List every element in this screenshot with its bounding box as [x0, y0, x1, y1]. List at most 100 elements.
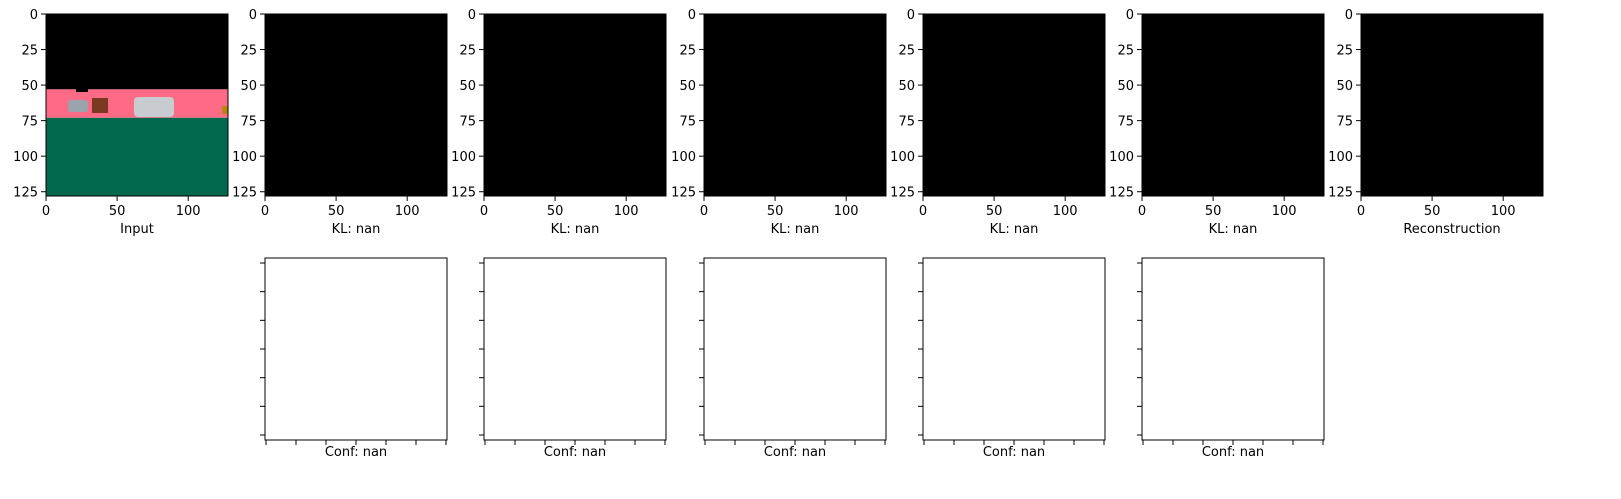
- x-tick-label: 0: [1357, 204, 1365, 219]
- y-tick-label: 0: [688, 8, 696, 23]
- image-blank: [1142, 14, 1324, 196]
- x-tick-label: 0: [42, 204, 50, 219]
- x-tick-label: 100: [614, 204, 639, 219]
- y-tick-label: 125: [890, 186, 915, 201]
- panel-reconstruction: 0 50 100 0 25 50 75 100 125 Reconstruction: [1328, 8, 1544, 237]
- y-tick-label: 75: [240, 115, 257, 130]
- x-tick-label: 50: [328, 204, 345, 219]
- x-tick-label: 50: [767, 204, 784, 219]
- y-tick-label: 50: [459, 79, 476, 94]
- y-tick-label: 125: [671, 186, 696, 201]
- y-tick-label: 25: [1336, 44, 1353, 59]
- y-tick-label: 75: [679, 115, 696, 130]
- panel-xlabel: KL: nan: [332, 222, 381, 237]
- image-region-sky: [46, 14, 228, 90]
- y-tick-label: 100: [890, 150, 915, 165]
- x-tick-label: 50: [547, 204, 564, 219]
- y-tick-label: 125: [1109, 186, 1134, 201]
- image-blank: [484, 14, 666, 196]
- y-tick-label: 50: [21, 79, 38, 94]
- y-tick-label: 0: [1345, 8, 1353, 23]
- axes-frame: [45, 13, 229, 197]
- y-tick-label: 75: [21, 115, 38, 130]
- y-tick-label: 100: [671, 150, 696, 165]
- x-tick-label: 100: [395, 204, 420, 219]
- y-tick-label: 125: [232, 186, 257, 201]
- y-tick-label: 75: [1117, 115, 1134, 130]
- panel-xlabel: Reconstruction: [1403, 222, 1500, 237]
- panel-conf-2: Conf: nan: [479, 257, 667, 460]
- axes-frame: [922, 13, 1106, 197]
- y-tick-label: 50: [240, 79, 257, 94]
- road-notch: [76, 88, 88, 92]
- y-tick-label: 125: [451, 186, 476, 201]
- x-tick-label: 0: [480, 204, 488, 219]
- panel-xlabel: Conf: nan: [1202, 445, 1264, 460]
- y-tick-label: 100: [451, 150, 476, 165]
- image-blank: [1361, 14, 1543, 196]
- x-tick-label: 0: [1138, 204, 1146, 219]
- y-tick-label: 0: [30, 8, 38, 23]
- panel-conf-4: Conf: nan: [918, 257, 1106, 460]
- x-tick-label: 0: [700, 204, 708, 219]
- panel-slot-2: 0 50 100 0 25 50 75 100 125 KL: nan: [451, 8, 667, 237]
- panel-conf-3: Conf: nan: [699, 257, 887, 460]
- panel-xlabel: Conf: nan: [544, 445, 606, 460]
- axes-frame: [1141, 13, 1325, 197]
- axes-frame: [1360, 13, 1544, 197]
- axes-frame: [1141, 257, 1325, 441]
- x-tick-label: 50: [109, 204, 126, 219]
- y-tick-label: 50: [679, 79, 696, 94]
- axes-frame: [264, 257, 448, 441]
- object-edge: [222, 106, 228, 114]
- y-tick-label: 25: [240, 44, 257, 59]
- panel-slot-1: 0 50 100 0 25 50 75 100 125 KL: nan: [232, 8, 448, 237]
- y-tick-label: 125: [1328, 186, 1353, 201]
- panel-slot-5: 0 50 100 0 25 50 75 100 125 KL: nan: [1109, 8, 1325, 237]
- x-tick-label: 100: [834, 204, 859, 219]
- image-blank: [923, 14, 1105, 196]
- x-tick-label: 0: [261, 204, 269, 219]
- panel-xlabel: KL: nan: [551, 222, 600, 237]
- y-tick-label: 0: [468, 8, 476, 23]
- y-tick-label: 50: [1336, 79, 1353, 94]
- panel-slot-3: 0 50 100 0 25 50 75 100 125 KL: nan: [671, 8, 887, 237]
- y-tick-label: 0: [249, 8, 257, 23]
- panel-conf-1: Conf: nan: [260, 257, 448, 460]
- y-tick-label: 25: [21, 44, 38, 59]
- panel-xlabel: Conf: nan: [764, 445, 826, 460]
- y-tick-label: 125: [13, 186, 38, 201]
- x-tick-label: 100: [1272, 204, 1297, 219]
- x-tick-label: 50: [986, 204, 1003, 219]
- object-box: [92, 98, 108, 113]
- panel-xlabel: KL: nan: [990, 222, 1039, 237]
- x-tick-label: 100: [1053, 204, 1078, 219]
- y-tick-label: 100: [232, 150, 257, 165]
- panel-xlabel: Conf: nan: [325, 445, 387, 460]
- panel-xlabel: KL: nan: [771, 222, 820, 237]
- axes-frame: [703, 257, 887, 441]
- y-tick-label: 0: [1126, 8, 1134, 23]
- object-car-large: [134, 97, 174, 117]
- x-tick-label: 0: [919, 204, 927, 219]
- x-tick-label: 100: [1491, 204, 1516, 219]
- panel-slot-4: 0 50 100 0 25 50 75 100 125 KL: nan: [890, 8, 1106, 237]
- panel-xlabel: Input: [120, 222, 154, 237]
- y-tick-label: 100: [13, 150, 38, 165]
- x-tick-label: 50: [1424, 204, 1441, 219]
- y-tick-label: 100: [1109, 150, 1134, 165]
- y-tick-label: 100: [1328, 150, 1353, 165]
- panel-input: 0 50 100 0 25 50 75 100 125 Input: [13, 8, 229, 237]
- y-tick-label: 75: [1336, 115, 1353, 130]
- axes-frame: [483, 257, 667, 441]
- y-tick-label: 25: [459, 44, 476, 59]
- image-blank: [265, 14, 447, 196]
- y-tick-label: 75: [459, 115, 476, 130]
- y-tick-label: 75: [898, 115, 915, 130]
- y-tick-label: 25: [679, 44, 696, 59]
- panel-conf-5: Conf: nan: [1137, 257, 1325, 460]
- axes-frame: [703, 13, 887, 197]
- y-tick-label: 50: [1117, 79, 1134, 94]
- image-region-ground: [46, 117, 228, 196]
